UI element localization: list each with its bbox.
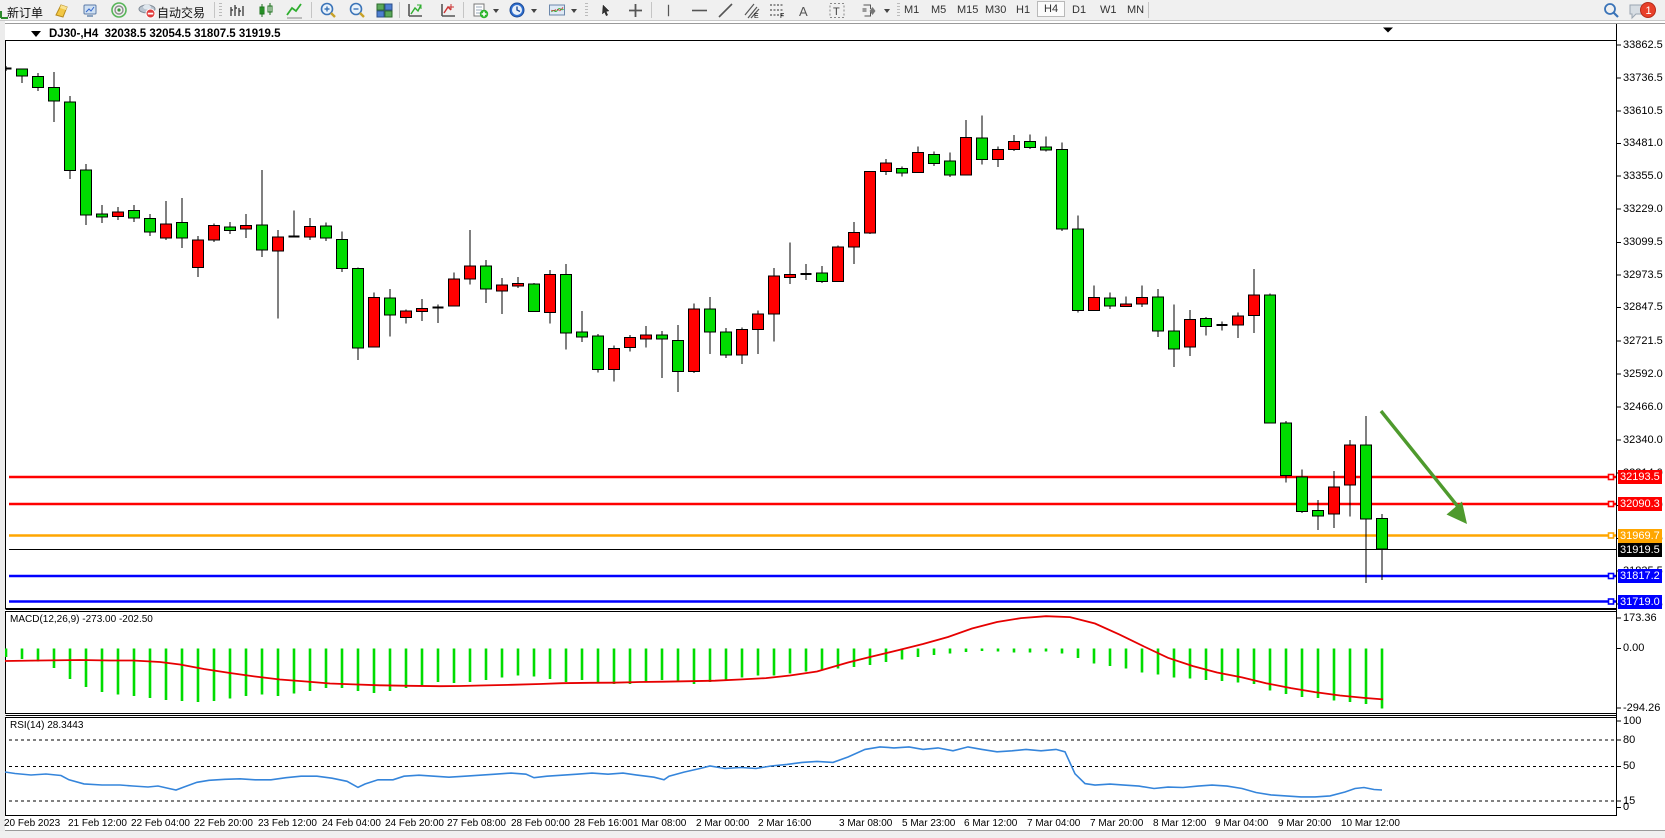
svg-text:E: E <box>754 13 759 19</box>
svg-text:F: F <box>780 13 784 19</box>
svg-text:T: T <box>833 6 840 18</box>
svg-text:1: 1 <box>1646 5 1652 17</box>
